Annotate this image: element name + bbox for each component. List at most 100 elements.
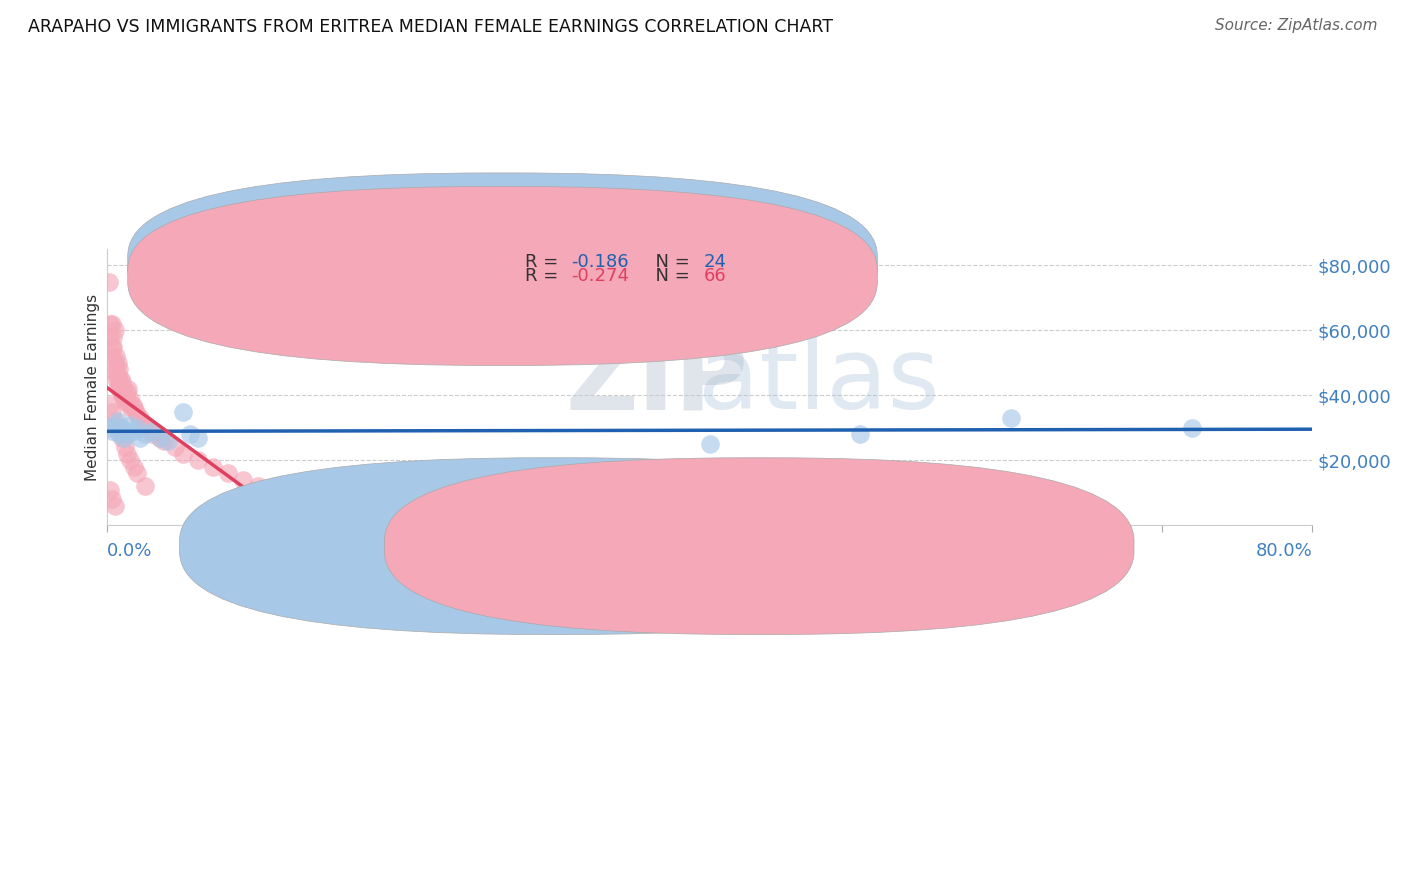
- Point: [1000, 411, 1022, 425]
- FancyBboxPatch shape: [384, 458, 1135, 634]
- Point: [104, 366, 127, 380]
- Point: [124, 424, 146, 438]
- Point: [100, 340, 122, 354]
- Point: [217, 467, 239, 481]
- Point: [141, 427, 163, 442]
- Point: [149, 431, 172, 445]
- Point: [104, 356, 127, 370]
- FancyBboxPatch shape: [128, 173, 877, 352]
- Point: [108, 427, 131, 442]
- Point: [108, 382, 131, 396]
- Point: [108, 376, 131, 390]
- Text: ARAPAHO VS IMMIGRANTS FROM ERITREA MEDIAN FEMALE EARNINGS CORRELATION CHART: ARAPAHO VS IMMIGRANTS FROM ERITREA MEDIA…: [28, 18, 834, 36]
- Point: [107, 356, 129, 370]
- Point: [108, 362, 131, 376]
- Text: 80.0%: 80.0%: [1256, 542, 1312, 560]
- Point: [115, 392, 138, 406]
- Point: [125, 405, 148, 419]
- Point: [187, 453, 209, 467]
- Point: [114, 424, 136, 438]
- Point: [156, 434, 179, 448]
- Point: [134, 427, 156, 442]
- Point: [107, 414, 129, 428]
- Point: [114, 395, 136, 409]
- Point: [104, 499, 127, 513]
- Point: [103, 350, 125, 364]
- Point: [104, 414, 127, 428]
- Y-axis label: Median Female Earnings: Median Female Earnings: [86, 293, 100, 481]
- Point: [134, 417, 156, 432]
- Point: [98, 317, 121, 331]
- Point: [98, 398, 121, 412]
- Point: [129, 431, 152, 445]
- Point: [172, 405, 194, 419]
- Point: [111, 376, 134, 390]
- FancyBboxPatch shape: [180, 458, 929, 634]
- Point: [849, 427, 872, 442]
- Point: [110, 427, 132, 442]
- Point: [98, 330, 121, 344]
- Point: [118, 417, 141, 432]
- Text: 0.0%: 0.0%: [107, 542, 153, 560]
- Text: Arapaho: Arapaho: [578, 537, 654, 555]
- Point: [127, 467, 149, 481]
- Point: [118, 392, 141, 406]
- Point: [115, 427, 138, 442]
- Point: [107, 421, 129, 435]
- Point: [111, 388, 134, 402]
- Point: [105, 350, 128, 364]
- Point: [121, 398, 143, 412]
- Point: [111, 421, 134, 435]
- Text: -0.274: -0.274: [571, 267, 630, 285]
- Point: [179, 427, 201, 442]
- Text: N =: N =: [644, 253, 695, 271]
- Point: [117, 382, 139, 396]
- Text: Source: ZipAtlas.com: Source: ZipAtlas.com: [1215, 18, 1378, 33]
- Point: [153, 434, 176, 448]
- Point: [104, 417, 127, 432]
- Point: [138, 421, 160, 435]
- Point: [114, 441, 136, 455]
- Point: [118, 398, 141, 412]
- Point: [120, 401, 142, 416]
- Point: [107, 378, 129, 392]
- Point: [187, 431, 209, 445]
- Point: [114, 388, 136, 402]
- Point: [1181, 421, 1204, 435]
- Point: [127, 408, 149, 422]
- FancyBboxPatch shape: [128, 186, 877, 366]
- Text: N =: N =: [644, 267, 695, 285]
- Text: ZIP: ZIP: [565, 334, 748, 430]
- Point: [307, 492, 329, 507]
- Point: [141, 424, 163, 438]
- Text: -0.186: -0.186: [571, 253, 628, 271]
- Point: [124, 459, 146, 474]
- Text: 66: 66: [704, 267, 727, 285]
- Point: [100, 492, 122, 507]
- Point: [134, 479, 156, 493]
- Point: [127, 421, 149, 435]
- Point: [232, 473, 254, 487]
- Point: [115, 385, 138, 400]
- Point: [105, 372, 128, 386]
- Point: [110, 372, 132, 386]
- Text: Immigrants from Eritrea: Immigrants from Eritrea: [782, 537, 998, 555]
- Point: [118, 453, 141, 467]
- Point: [201, 459, 224, 474]
- Point: [112, 431, 135, 445]
- Point: [107, 368, 129, 383]
- Point: [246, 479, 269, 493]
- Point: [117, 395, 139, 409]
- Point: [100, 317, 122, 331]
- Point: [163, 441, 186, 455]
- Point: [172, 447, 194, 461]
- Point: [124, 401, 146, 416]
- Point: [105, 362, 128, 376]
- Point: [104, 323, 127, 337]
- Point: [129, 411, 152, 425]
- Text: R =: R =: [526, 253, 564, 271]
- Point: [112, 382, 135, 396]
- Point: [111, 382, 134, 396]
- Point: [100, 405, 122, 419]
- Point: [110, 385, 132, 400]
